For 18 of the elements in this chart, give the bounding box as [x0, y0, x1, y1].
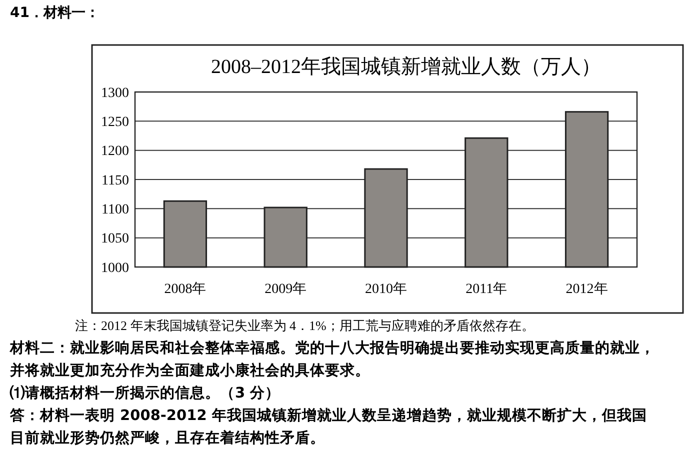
- text: 材料二：就业影响居民和社会整体幸福感。党的十八大报告明确提出要推动实现更高质量的就业，并将就业更加充分作为全面建成小康社会的具体要求。: [9, 338, 655, 379]
- text: 41．材料一：: [10, 5, 100, 21]
- x-tick-label: 2012年: [566, 281, 608, 297]
- text: ⑴请概括材料一所揭示的信息。（3 分）: [9, 384, 280, 402]
- chart-title: 2008–2012年我国城镇新增就业人数（万人）: [211, 56, 601, 78]
- text: 答：材料一表明 2008-2012 年我国城镇新增就业人数呈递增趋势，就业规模不断扩大，但我国目前就业形势仍然严峻，且存在着结构性矛盾。: [9, 406, 647, 446]
- y-tick-label: 1100: [102, 202, 129, 218]
- y-tick-label: 1200: [101, 144, 129, 160]
- y-tick-label: 1050: [101, 232, 129, 247]
- x-tick-label: 2011年: [466, 281, 508, 297]
- y-tick-label: 1250: [101, 115, 129, 130]
- y-tick-label: 1300: [101, 86, 129, 101]
- y-tick-label: 1000: [101, 260, 129, 276]
- text: 注：2012 年末我国城镇登记失业率为 4．1%；用工荒与应聘难的矛盾依然存在。: [75, 318, 534, 333]
- x-tick-label: 2009年: [264, 281, 307, 297]
- x-tick-label: 2008年: [164, 281, 206, 297]
- x-tick-label: 2010年: [365, 281, 407, 297]
- y-tick-label: 1150: [102, 173, 129, 188]
